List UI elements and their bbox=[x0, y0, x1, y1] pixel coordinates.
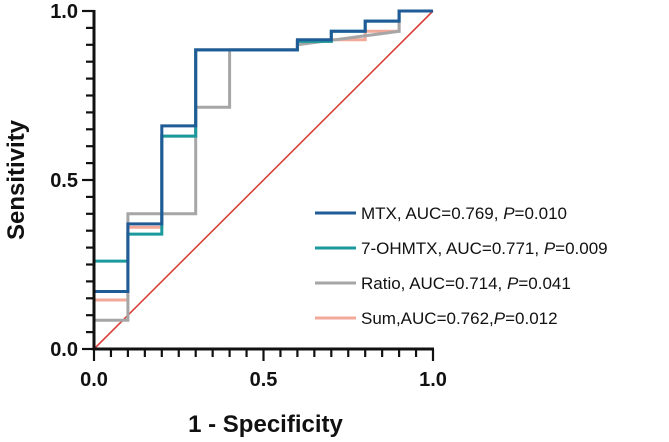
legend-label-part: =0.010 bbox=[515, 204, 567, 223]
legend-entry-7-ohmtx: 7-OHMTX, AUC=0.771, P=0.009 bbox=[315, 239, 608, 258]
y-axis-title: Sensitivity bbox=[3, 119, 30, 240]
legend-label-part: MTX, AUC=0.769, bbox=[361, 204, 503, 223]
legend-label-part: =0.041 bbox=[518, 274, 570, 293]
roc-curve-ratio bbox=[92, 9, 433, 349]
legend-label: Ratio, AUC=0.714, P=0.041 bbox=[361, 274, 571, 293]
legend-entry-mtx: MTX, AUC=0.769, P=0.010 bbox=[315, 204, 567, 223]
legend-p-symbol: P bbox=[503, 204, 515, 223]
x-tick-label: 0.5 bbox=[250, 369, 278, 391]
legend-label-part: =0.012 bbox=[505, 309, 557, 328]
legend-p-symbol: P bbox=[494, 309, 506, 328]
reference-line-layer bbox=[93, 10, 434, 350]
legend-label-part: =0.009 bbox=[555, 239, 607, 258]
reference-diagonal-line bbox=[93, 10, 434, 350]
legend-label-part: Sum,AUC=0.762, bbox=[361, 309, 494, 328]
legend-entry-ratio: Ratio, AUC=0.714, P=0.041 bbox=[315, 274, 571, 293]
x-axis-title: 1 - Specificity bbox=[188, 411, 343, 438]
x-tick-label: 1.0 bbox=[419, 369, 447, 391]
legend-p-symbol: P bbox=[544, 239, 556, 258]
series-layer bbox=[92, 9, 433, 349]
legend-label: MTX, AUC=0.769, P=0.010 bbox=[361, 204, 567, 223]
y-tick-label: 0.5 bbox=[50, 170, 78, 192]
legend-entry-sum: Sum,AUC=0.762,P=0.012 bbox=[315, 309, 558, 328]
legend-label: 7-OHMTX, AUC=0.771, P=0.009 bbox=[361, 239, 608, 258]
y-tick-label: 0.0 bbox=[50, 339, 78, 361]
ticks-layer: 0.0 0.5 1.0 0.0 0.5 1.0 bbox=[50, 1, 447, 391]
x-tick-label: 0.0 bbox=[80, 369, 108, 391]
legend-label-part: Ratio, AUC=0.714, bbox=[361, 274, 507, 293]
legend-label-part: 7-OHMTX, AUC=0.771, bbox=[361, 239, 544, 258]
y-tick-label: 1.0 bbox=[50, 1, 78, 23]
roc-curve-mtx bbox=[92, 9, 433, 349]
legend-label: Sum,AUC=0.762,P=0.012 bbox=[361, 309, 558, 328]
legend-p-symbol: P bbox=[507, 274, 519, 293]
